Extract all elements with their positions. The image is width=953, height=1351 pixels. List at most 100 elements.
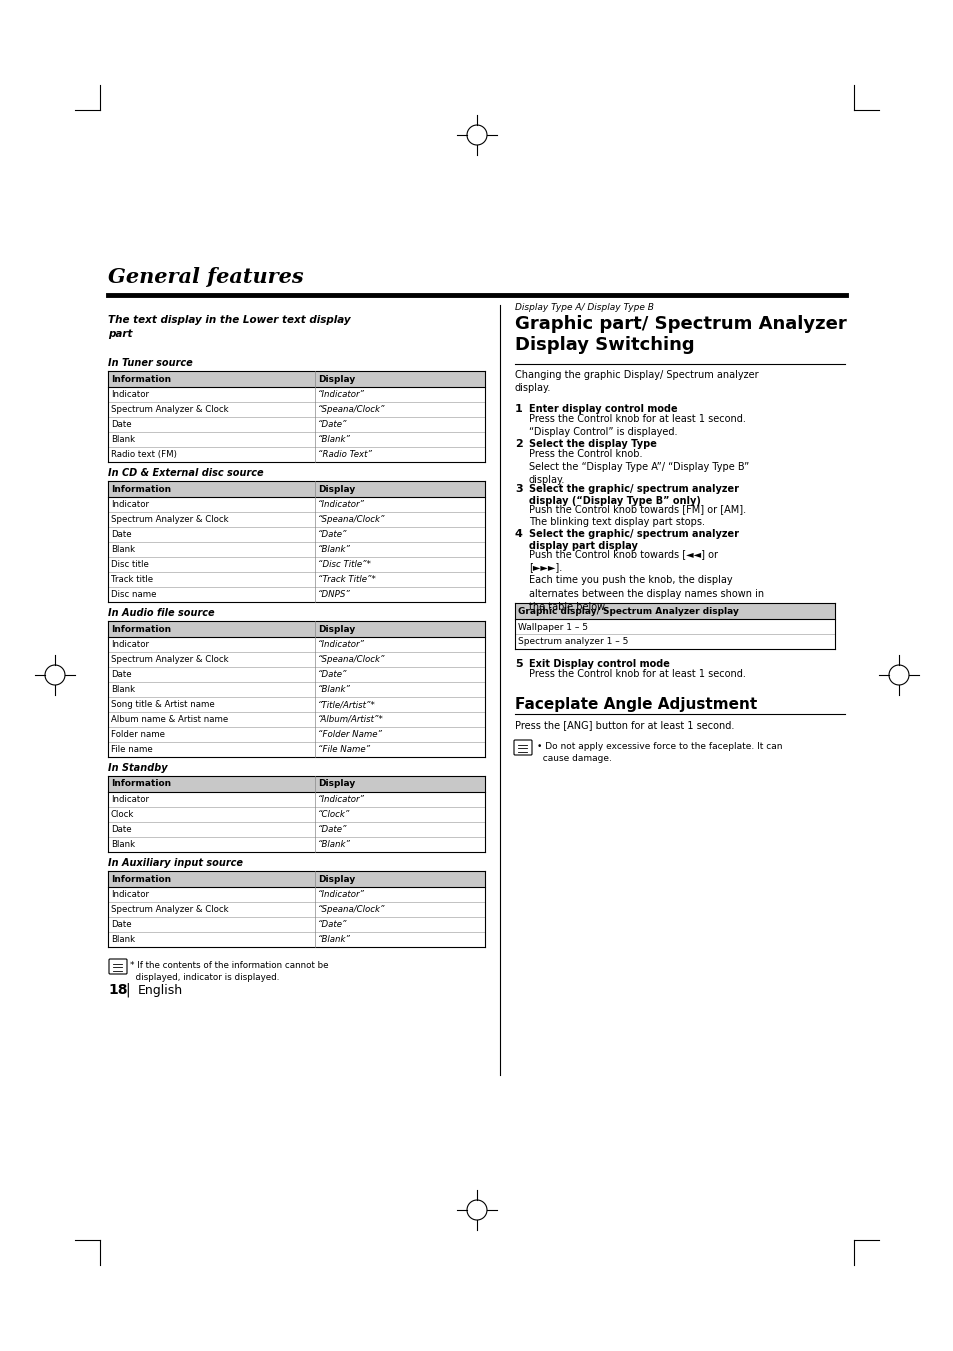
Text: Disc title: Disc title [111,561,149,569]
Text: Information: Information [111,485,171,493]
Text: Blank: Blank [111,435,135,444]
Text: 5: 5 [515,659,522,669]
Text: Spectrum Analyzer & Clock: Spectrum Analyzer & Clock [111,515,229,524]
Text: In CD & External disc source: In CD & External disc source [108,467,263,478]
Text: Blank: Blank [111,935,135,944]
Text: Track title: Track title [111,576,153,584]
Text: Select the graphic/ spectrum analyzer
display part display: Select the graphic/ spectrum analyzer di… [529,530,739,551]
Text: Display: Display [318,780,355,789]
Text: “Album/Artist”*: “Album/Artist”* [318,715,384,724]
Text: 4: 4 [515,530,522,539]
Text: In Audio file source: In Audio file source [108,608,214,617]
Text: Display: Display [318,485,355,493]
FancyBboxPatch shape [108,621,484,638]
Text: 18: 18 [108,984,128,997]
Text: “File Name”: “File Name” [318,744,370,754]
Text: Date: Date [111,420,132,430]
Text: Graphic display/ Spectrum Analyzer display: Graphic display/ Spectrum Analyzer displ… [517,607,739,616]
Text: Indicator: Indicator [111,890,149,898]
Text: Exit Display control mode: Exit Display control mode [529,659,669,669]
Text: Display: Display [318,624,355,634]
Text: “Blank”: “Blank” [318,435,351,444]
Text: Information: Information [111,374,171,384]
FancyBboxPatch shape [515,603,834,619]
Text: Date: Date [111,530,132,539]
Text: Press the Control knob.
Select the “Display Type A”/ “Display Type B”
display.: Press the Control knob. Select the “Disp… [529,449,748,485]
Text: “Date”: “Date” [318,920,348,929]
FancyBboxPatch shape [108,481,484,497]
Text: “Indicator”: “Indicator” [318,500,365,509]
Text: Folder name: Folder name [111,730,165,739]
Text: “Date”: “Date” [318,825,348,834]
Text: “Date”: “Date” [318,670,348,680]
Text: 1: 1 [515,404,522,413]
Text: “Blank”: “Blank” [318,935,351,944]
Text: 2: 2 [515,439,522,449]
FancyBboxPatch shape [108,871,484,888]
Text: Indicator: Indicator [111,794,149,804]
Text: “Title/Artist”*: “Title/Artist”* [318,700,375,709]
Text: Date: Date [111,920,132,929]
Text: The text display in the Lower text display
part: The text display in the Lower text displ… [108,315,351,339]
Text: “Blank”: “Blank” [318,544,351,554]
Text: Indicator: Indicator [111,640,149,648]
Text: “Speana/Clock”: “Speana/Clock” [318,515,385,524]
Text: Information: Information [111,874,171,884]
Text: “Date”: “Date” [318,530,348,539]
Text: “Speana/Clock”: “Speana/Clock” [318,905,385,915]
Text: Display: Display [318,374,355,384]
Text: “Blank”: “Blank” [318,685,351,694]
Text: In Standby: In Standby [108,763,168,773]
Text: “Indicator”: “Indicator” [318,390,365,399]
Text: Disc name: Disc name [111,590,156,598]
Text: Album name & Artist name: Album name & Artist name [111,715,228,724]
FancyBboxPatch shape [108,372,484,386]
Text: Indicator: Indicator [111,390,149,399]
Text: “Clock”: “Clock” [318,811,351,819]
Text: Select the display Type: Select the display Type [529,439,657,449]
Text: File name: File name [111,744,152,754]
Text: Clock: Clock [111,811,134,819]
Text: Push the Control knob towards [◄◄] or
[►►►].
Each time you push the knob, the di: Push the Control knob towards [◄◄] or [►… [529,549,763,612]
Text: “Blank”: “Blank” [318,840,351,848]
Text: Date: Date [111,825,132,834]
Text: In Auxiliary input source: In Auxiliary input source [108,858,243,867]
Text: “Speana/Clock”: “Speana/Clock” [318,655,385,663]
Text: 3: 3 [515,484,522,494]
Text: “Track Title”*: “Track Title”* [318,576,375,584]
Text: Press the Control knob for at least 1 second.: Press the Control knob for at least 1 se… [529,669,745,680]
Text: Spectrum Analyzer & Clock: Spectrum Analyzer & Clock [111,655,229,663]
Text: Display Type A/ Display Type B: Display Type A/ Display Type B [515,303,653,312]
Text: Push the Control knob towards [FM] or [AM].
The blinking text display part stops: Push the Control knob towards [FM] or [A… [529,504,745,527]
Text: “Indicator”: “Indicator” [318,890,365,898]
Text: “Folder Name”: “Folder Name” [318,730,382,739]
Text: English: English [138,984,183,997]
Text: Information: Information [111,624,171,634]
Text: Blank: Blank [111,544,135,554]
Text: Faceplate Angle Adjustment: Faceplate Angle Adjustment [515,697,757,712]
Text: Press the Control knob for at least 1 second.
“Display Control” is displayed.: Press the Control knob for at least 1 se… [529,413,745,438]
Text: Radio text (FM): Radio text (FM) [111,450,176,459]
Text: • Do not apply excessive force to the faceplate. It can
  cause damage.: • Do not apply excessive force to the fa… [537,742,781,763]
Text: Date: Date [111,670,132,680]
FancyBboxPatch shape [108,775,484,792]
Text: |: | [125,982,130,997]
Text: “Radio Text”: “Radio Text” [318,450,372,459]
Text: Spectrum Analyzer & Clock: Spectrum Analyzer & Clock [111,905,229,915]
Text: Blank: Blank [111,840,135,848]
Text: “Disc Title”*: “Disc Title”* [318,561,371,569]
Text: Display: Display [318,874,355,884]
Text: Graphic part/ Spectrum Analyzer
Display Switching: Graphic part/ Spectrum Analyzer Display … [515,315,846,354]
Text: Information: Information [111,780,171,789]
Text: Spectrum Analyzer & Clock: Spectrum Analyzer & Clock [111,405,229,413]
Text: * If the contents of the information cannot be
  displayed, indicator is display: * If the contents of the information can… [130,961,328,982]
Text: In Tuner source: In Tuner source [108,358,193,367]
Text: Blank: Blank [111,685,135,694]
FancyBboxPatch shape [514,740,532,755]
Text: “Date”: “Date” [318,420,348,430]
Text: “Speana/Clock”: “Speana/Clock” [318,405,385,413]
FancyBboxPatch shape [109,959,127,974]
Text: “Indicator”: “Indicator” [318,794,365,804]
Text: Indicator: Indicator [111,500,149,509]
Text: General features: General features [108,267,303,286]
